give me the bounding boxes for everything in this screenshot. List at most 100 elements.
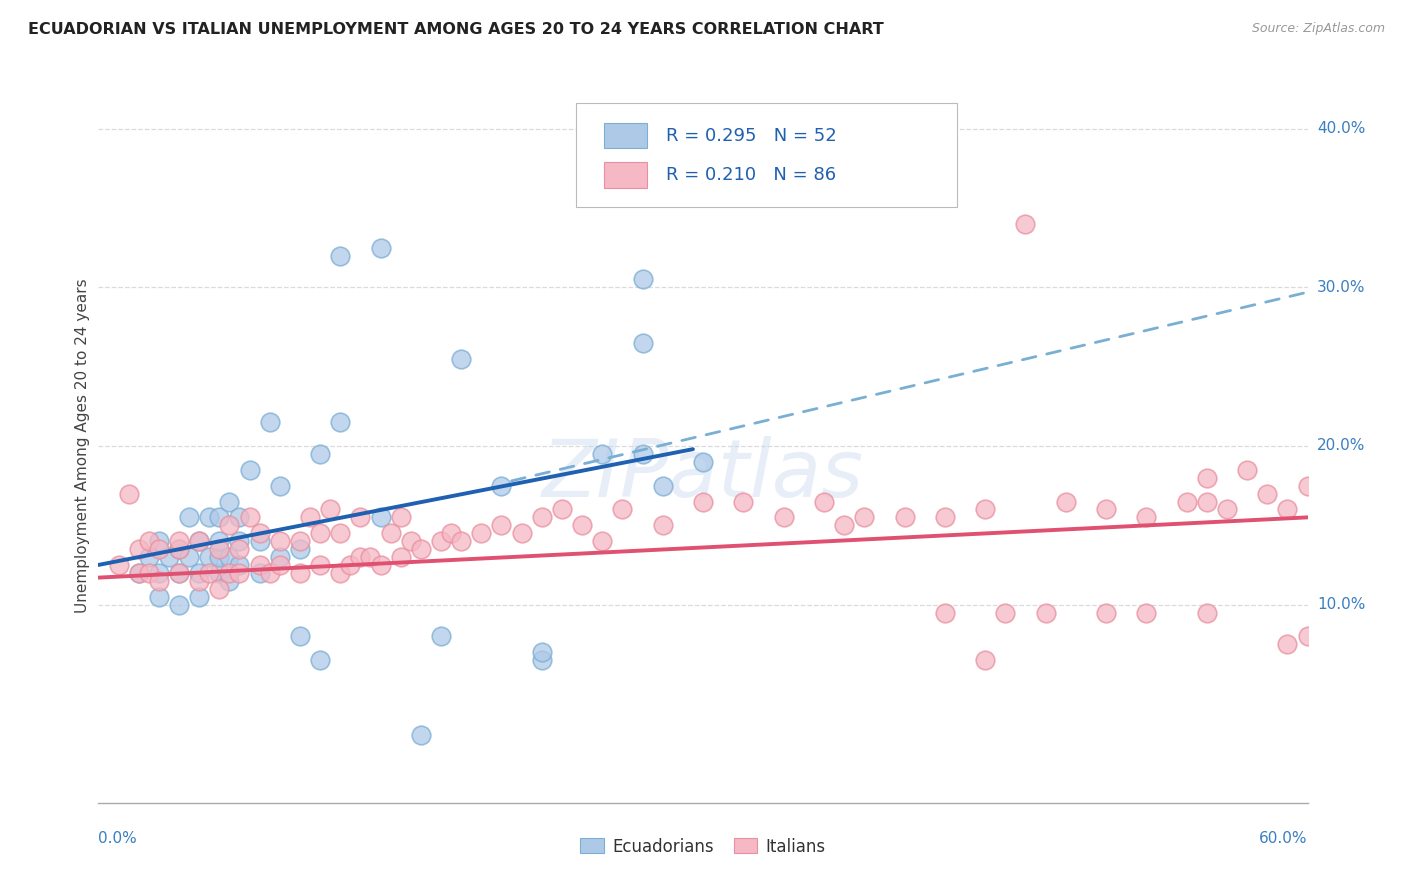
Point <box>934 510 956 524</box>
Y-axis label: Unemployment Among Ages 20 to 24 years: Unemployment Among Ages 20 to 24 years <box>75 278 90 614</box>
FancyBboxPatch shape <box>576 103 957 207</box>
Point <box>1054 494 1077 508</box>
Text: 0.0%: 0.0% <box>98 830 138 846</box>
Point <box>188 534 211 549</box>
Text: Source: ZipAtlas.com: Source: ZipAtlas.com <box>1251 22 1385 36</box>
Point <box>631 272 654 286</box>
Point <box>128 542 150 557</box>
Point <box>188 590 211 604</box>
Point <box>1135 606 1157 620</box>
Point <box>208 542 231 557</box>
Point <box>208 534 231 549</box>
Point <box>651 478 673 492</box>
Point <box>239 510 262 524</box>
Point <box>772 510 794 524</box>
Point <box>1216 502 1239 516</box>
Point <box>832 518 855 533</box>
Point <box>228 542 250 557</box>
Point <box>692 455 714 469</box>
Point <box>1277 502 1299 516</box>
Point <box>198 510 221 524</box>
Point <box>370 558 392 572</box>
Point <box>530 653 553 667</box>
Point <box>218 574 240 588</box>
Point <box>530 510 553 524</box>
Point <box>409 542 432 557</box>
Point <box>491 518 513 533</box>
Point <box>1035 606 1057 620</box>
Point <box>631 335 654 350</box>
Point <box>450 351 472 366</box>
Text: R = 0.210   N = 86: R = 0.210 N = 86 <box>665 166 835 184</box>
Point <box>208 566 231 580</box>
Point <box>409 728 432 742</box>
Point <box>167 566 190 580</box>
Point <box>118 486 141 500</box>
Point <box>450 534 472 549</box>
Point <box>1236 463 1258 477</box>
Point <box>128 566 150 580</box>
Point <box>491 478 513 492</box>
Point <box>259 415 281 429</box>
Point <box>430 534 453 549</box>
Point <box>994 606 1017 620</box>
Point <box>309 653 332 667</box>
Legend: Ecuadorians, Italians: Ecuadorians, Italians <box>574 831 832 863</box>
Point <box>349 549 371 564</box>
Point <box>389 549 412 564</box>
Point <box>269 534 291 549</box>
Point <box>612 502 634 516</box>
Point <box>651 518 673 533</box>
Point <box>339 558 361 572</box>
Text: 30.0%: 30.0% <box>1317 280 1365 295</box>
Point <box>218 566 240 580</box>
Text: ZIPatlas: ZIPatlas <box>541 435 865 514</box>
Point <box>470 526 492 541</box>
Point <box>269 558 291 572</box>
Point <box>389 510 412 524</box>
Point <box>107 558 129 572</box>
Point <box>380 526 402 541</box>
Point <box>228 510 250 524</box>
Point <box>1195 471 1218 485</box>
Point <box>167 598 190 612</box>
Text: 60.0%: 60.0% <box>1260 830 1308 846</box>
Point <box>631 447 654 461</box>
Point <box>1195 606 1218 620</box>
Point <box>934 606 956 620</box>
Point <box>167 542 190 557</box>
Point <box>228 558 250 572</box>
Point <box>218 494 240 508</box>
Point <box>228 534 250 549</box>
Point <box>329 566 352 580</box>
Point <box>329 249 352 263</box>
Point <box>269 478 291 492</box>
Point <box>138 566 160 580</box>
Point <box>591 447 613 461</box>
Point <box>309 558 332 572</box>
Point <box>138 534 160 549</box>
Text: 10.0%: 10.0% <box>1317 597 1365 612</box>
Point <box>1256 486 1278 500</box>
Bar <box>603 162 647 187</box>
Point <box>138 549 160 564</box>
Point <box>177 549 201 564</box>
Point <box>440 526 463 541</box>
Point <box>188 566 211 580</box>
Point <box>370 510 392 524</box>
Point <box>692 494 714 508</box>
Point <box>813 494 835 508</box>
Point <box>1014 217 1036 231</box>
Point <box>853 510 876 524</box>
Point <box>1195 494 1218 508</box>
Point <box>148 534 170 549</box>
Point <box>228 566 250 580</box>
Point <box>148 542 170 557</box>
Point <box>430 629 453 643</box>
Point <box>360 549 382 564</box>
Point <box>288 629 311 643</box>
Bar <box>603 123 647 148</box>
Point <box>399 534 422 549</box>
Point <box>329 526 352 541</box>
Point <box>249 558 271 572</box>
